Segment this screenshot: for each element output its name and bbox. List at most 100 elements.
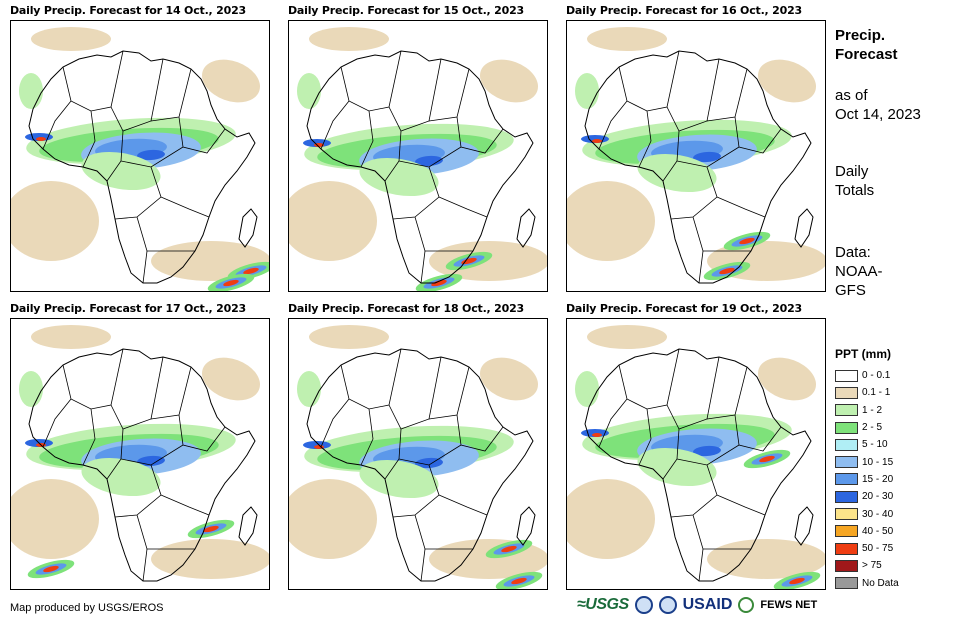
- usaid-logo: USAID: [682, 596, 733, 613]
- precip-area: [637, 447, 717, 487]
- legend-label: 30 - 40: [862, 508, 894, 520]
- country-border: [706, 366, 748, 420]
- precip-area: [739, 237, 755, 245]
- precip-area: [461, 257, 477, 265]
- legend-swatch: [835, 473, 858, 486]
- precip-area: [289, 479, 377, 559]
- precip-area: [592, 433, 602, 437]
- madagascar-outline: [794, 208, 814, 248]
- legend-row: 20 - 30: [835, 488, 899, 505]
- legend-label: No Data: [862, 577, 899, 589]
- precip-area: [479, 59, 539, 103]
- precip-area: [693, 445, 721, 457]
- country-border: [438, 196, 488, 218]
- country-border: [82, 110, 96, 168]
- title-line: Precip.: [835, 27, 886, 44]
- legend-swatch: [835, 559, 858, 572]
- precip-map: [11, 325, 269, 582]
- legend-label: 40 - 50: [862, 525, 894, 537]
- panel-title: Daily Precip. Forecast for 14 Oct., 2023: [10, 4, 246, 17]
- country-border: [618, 50, 680, 112]
- continent-outline: [306, 50, 534, 284]
- legend-swatch: [835, 577, 858, 590]
- precip-area: [137, 149, 165, 161]
- country-border: [638, 110, 652, 168]
- country-border: [420, 548, 426, 582]
- country-border: [618, 348, 680, 410]
- madagascar-outline: [238, 208, 258, 248]
- precip-area: [309, 27, 389, 51]
- country-border: [42, 100, 72, 150]
- totals-note: Daily Totals: [835, 162, 874, 200]
- country-border: [110, 356, 164, 430]
- precip-area: [567, 479, 655, 559]
- title-line: Forecast: [835, 46, 898, 63]
- usaid-seal-icon: [658, 596, 677, 614]
- precip-area: [415, 155, 443, 167]
- country-border: [666, 356, 720, 430]
- panel-title: Daily Precip. Forecast for 15 Oct., 2023: [288, 4, 524, 17]
- precip-area: [201, 59, 261, 103]
- legend: 0 - 0.1 0.1 - 1 1 - 2 2 - 5 5 - 10 10 - 15 15 …: [835, 367, 899, 592]
- precip-area: [431, 279, 447, 287]
- country-border: [150, 68, 192, 122]
- legend-row: 0.1 - 1: [835, 384, 899, 401]
- legend-swatch: [835, 508, 858, 521]
- data-source: Data: NOAA- GFS: [835, 243, 883, 300]
- product-title: Precip. Forecast: [835, 26, 898, 64]
- country-border: [392, 166, 440, 220]
- country-border: [670, 464, 718, 518]
- country-border: [734, 116, 782, 154]
- precip-area: [501, 545, 517, 553]
- legend-row: No Data: [835, 575, 899, 592]
- precip-area: [567, 181, 655, 261]
- madagascar-outline: [238, 506, 258, 546]
- legend-label: 20 - 30: [862, 491, 894, 503]
- legend-label: 1 - 2: [862, 404, 883, 416]
- country-border: [716, 196, 766, 218]
- legend-row: 10 - 15: [835, 453, 899, 470]
- precip-area: [587, 325, 667, 349]
- precip-map: [11, 27, 269, 291]
- map-credit: Map produced by USGS/EROS: [10, 602, 164, 614]
- precip-area: [297, 371, 321, 407]
- continent-outline: [584, 348, 812, 582]
- legend-row: 50 - 75: [835, 540, 899, 557]
- country-border: [42, 398, 72, 448]
- precip-area: [592, 139, 602, 143]
- country-border: [428, 366, 470, 420]
- country-border: [340, 348, 402, 410]
- precip-area: [637, 153, 717, 193]
- source-line: GFS: [835, 282, 866, 299]
- legend-label: 0.1 - 1: [862, 387, 891, 399]
- country-border: [178, 414, 226, 452]
- country-border: [598, 100, 628, 150]
- legend-label: 10 - 15: [862, 456, 894, 468]
- legend-row: 1 - 2: [835, 402, 899, 419]
- legend-label: 50 - 75: [862, 543, 894, 555]
- country-border: [360, 110, 374, 168]
- precip-area: [511, 577, 527, 585]
- as-of-value: Oct 14, 2023: [835, 106, 921, 123]
- country-border: [456, 116, 504, 154]
- legend-label: 5 - 10: [862, 439, 888, 451]
- country-border: [706, 68, 748, 122]
- country-border: [114, 464, 162, 518]
- legend-swatch: [835, 525, 858, 538]
- precip-area: [203, 525, 219, 533]
- legend-swatch: [835, 369, 858, 382]
- precip-area: [309, 325, 389, 349]
- legend-swatch: [835, 456, 858, 469]
- precip-area: [36, 137, 46, 141]
- precip-map: [289, 27, 547, 291]
- continent-outline: [28, 50, 256, 284]
- fews-net-logo: FEWS NET: [760, 599, 818, 611]
- fews-globe-icon: [738, 597, 755, 613]
- precip-area: [31, 27, 111, 51]
- country-border: [670, 166, 718, 220]
- country-border: [340, 50, 402, 112]
- source-line: NOAA-: [835, 263, 883, 280]
- precip-area: [757, 59, 817, 103]
- precip-area: [19, 371, 43, 407]
- logo-strip: ≈USGS USAID FEWS NET: [577, 596, 817, 614]
